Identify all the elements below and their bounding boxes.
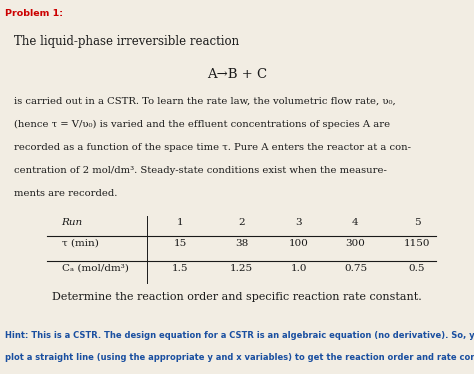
Text: The liquid-phase irreversible reaction: The liquid-phase irreversible reaction bbox=[14, 35, 239, 48]
Text: 2: 2 bbox=[238, 218, 245, 227]
Text: Run: Run bbox=[62, 218, 83, 227]
Text: 1.5: 1.5 bbox=[172, 264, 188, 273]
Text: A→B + C: A→B + C bbox=[207, 68, 267, 82]
Text: 5: 5 bbox=[414, 218, 420, 227]
Text: plot a straight line (using the appropriate y and x variables) to get the reacti: plot a straight line (using the appropri… bbox=[5, 353, 474, 362]
Text: (hence τ = V/υ₀) is varied and the effluent concentrations of species A are: (hence τ = V/υ₀) is varied and the efflu… bbox=[14, 120, 391, 129]
Text: 4: 4 bbox=[352, 218, 359, 227]
Text: τ (min): τ (min) bbox=[62, 239, 99, 248]
Text: Hint: This is a CSTR. The design equation for a CSTR is an algebraic equation (n: Hint: This is a CSTR. The design equatio… bbox=[5, 331, 474, 340]
Text: Problem 1:: Problem 1: bbox=[5, 9, 63, 18]
Text: 1150: 1150 bbox=[404, 239, 430, 248]
Text: is carried out in a CSTR. To learn the rate law, the volumetric flow rate, υ₀,: is carried out in a CSTR. To learn the r… bbox=[14, 96, 396, 105]
Text: 15: 15 bbox=[173, 239, 187, 248]
Text: 1.25: 1.25 bbox=[230, 264, 253, 273]
Text: Determine the reaction order and specific reaction rate constant.: Determine the reaction order and specifi… bbox=[52, 292, 422, 302]
Text: 100: 100 bbox=[289, 239, 309, 248]
Text: 1: 1 bbox=[177, 218, 183, 227]
Text: ments are recorded.: ments are recorded. bbox=[14, 189, 118, 198]
Text: 0.5: 0.5 bbox=[409, 264, 425, 273]
Text: 0.75: 0.75 bbox=[344, 264, 367, 273]
Text: Cₐ (mol/dm³): Cₐ (mol/dm³) bbox=[62, 264, 128, 273]
Text: 38: 38 bbox=[235, 239, 248, 248]
Text: centration of 2 mol/dm³. Steady-state conditions exist when the measure-: centration of 2 mol/dm³. Steady-state co… bbox=[14, 166, 387, 175]
Text: 1.0: 1.0 bbox=[291, 264, 307, 273]
Text: 300: 300 bbox=[346, 239, 365, 248]
Text: recorded as a function of the space time τ. Pure A enters the reactor at a con-: recorded as a function of the space time… bbox=[14, 143, 411, 152]
Text: 3: 3 bbox=[295, 218, 302, 227]
